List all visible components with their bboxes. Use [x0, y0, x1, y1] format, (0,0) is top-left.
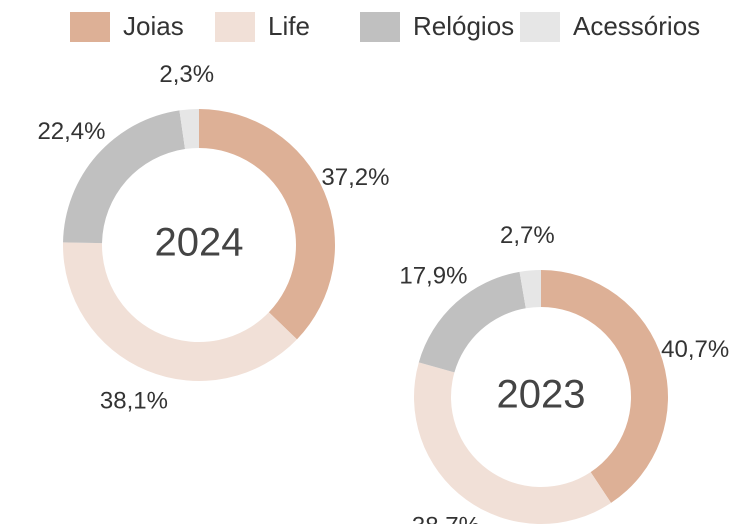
value-label: 37,2%	[321, 164, 389, 191]
donut-segment	[199, 109, 335, 340]
donut-segment	[179, 109, 199, 150]
legend-swatch	[360, 12, 400, 42]
value-label: 38,7%	[412, 512, 480, 524]
value-label: 2,3%	[159, 61, 214, 88]
donut-segment	[541, 270, 668, 503]
legend-label: Life	[268, 11, 310, 41]
legend-label: Joias	[123, 11, 184, 41]
legend-swatch	[70, 12, 110, 42]
donut-segment	[62, 242, 297, 382]
value-label: 22,4%	[37, 118, 105, 145]
legend-swatch	[215, 12, 255, 42]
donut-segment	[413, 362, 612, 524]
value-label: 17,9%	[399, 263, 467, 290]
value-label: 2,7%	[500, 222, 555, 249]
value-label: 40,7%	[661, 336, 729, 363]
donut-segment	[418, 271, 526, 373]
donut-segment	[63, 110, 186, 244]
center-label: 2024	[155, 221, 244, 265]
legend-label: Acessórios	[573, 11, 700, 41]
value-label: 38,1%	[100, 387, 168, 414]
legend-swatch	[520, 12, 560, 42]
donut-segment	[519, 270, 541, 309]
legend-label: Relógios	[413, 11, 514, 41]
center-label: 2023	[497, 373, 586, 417]
